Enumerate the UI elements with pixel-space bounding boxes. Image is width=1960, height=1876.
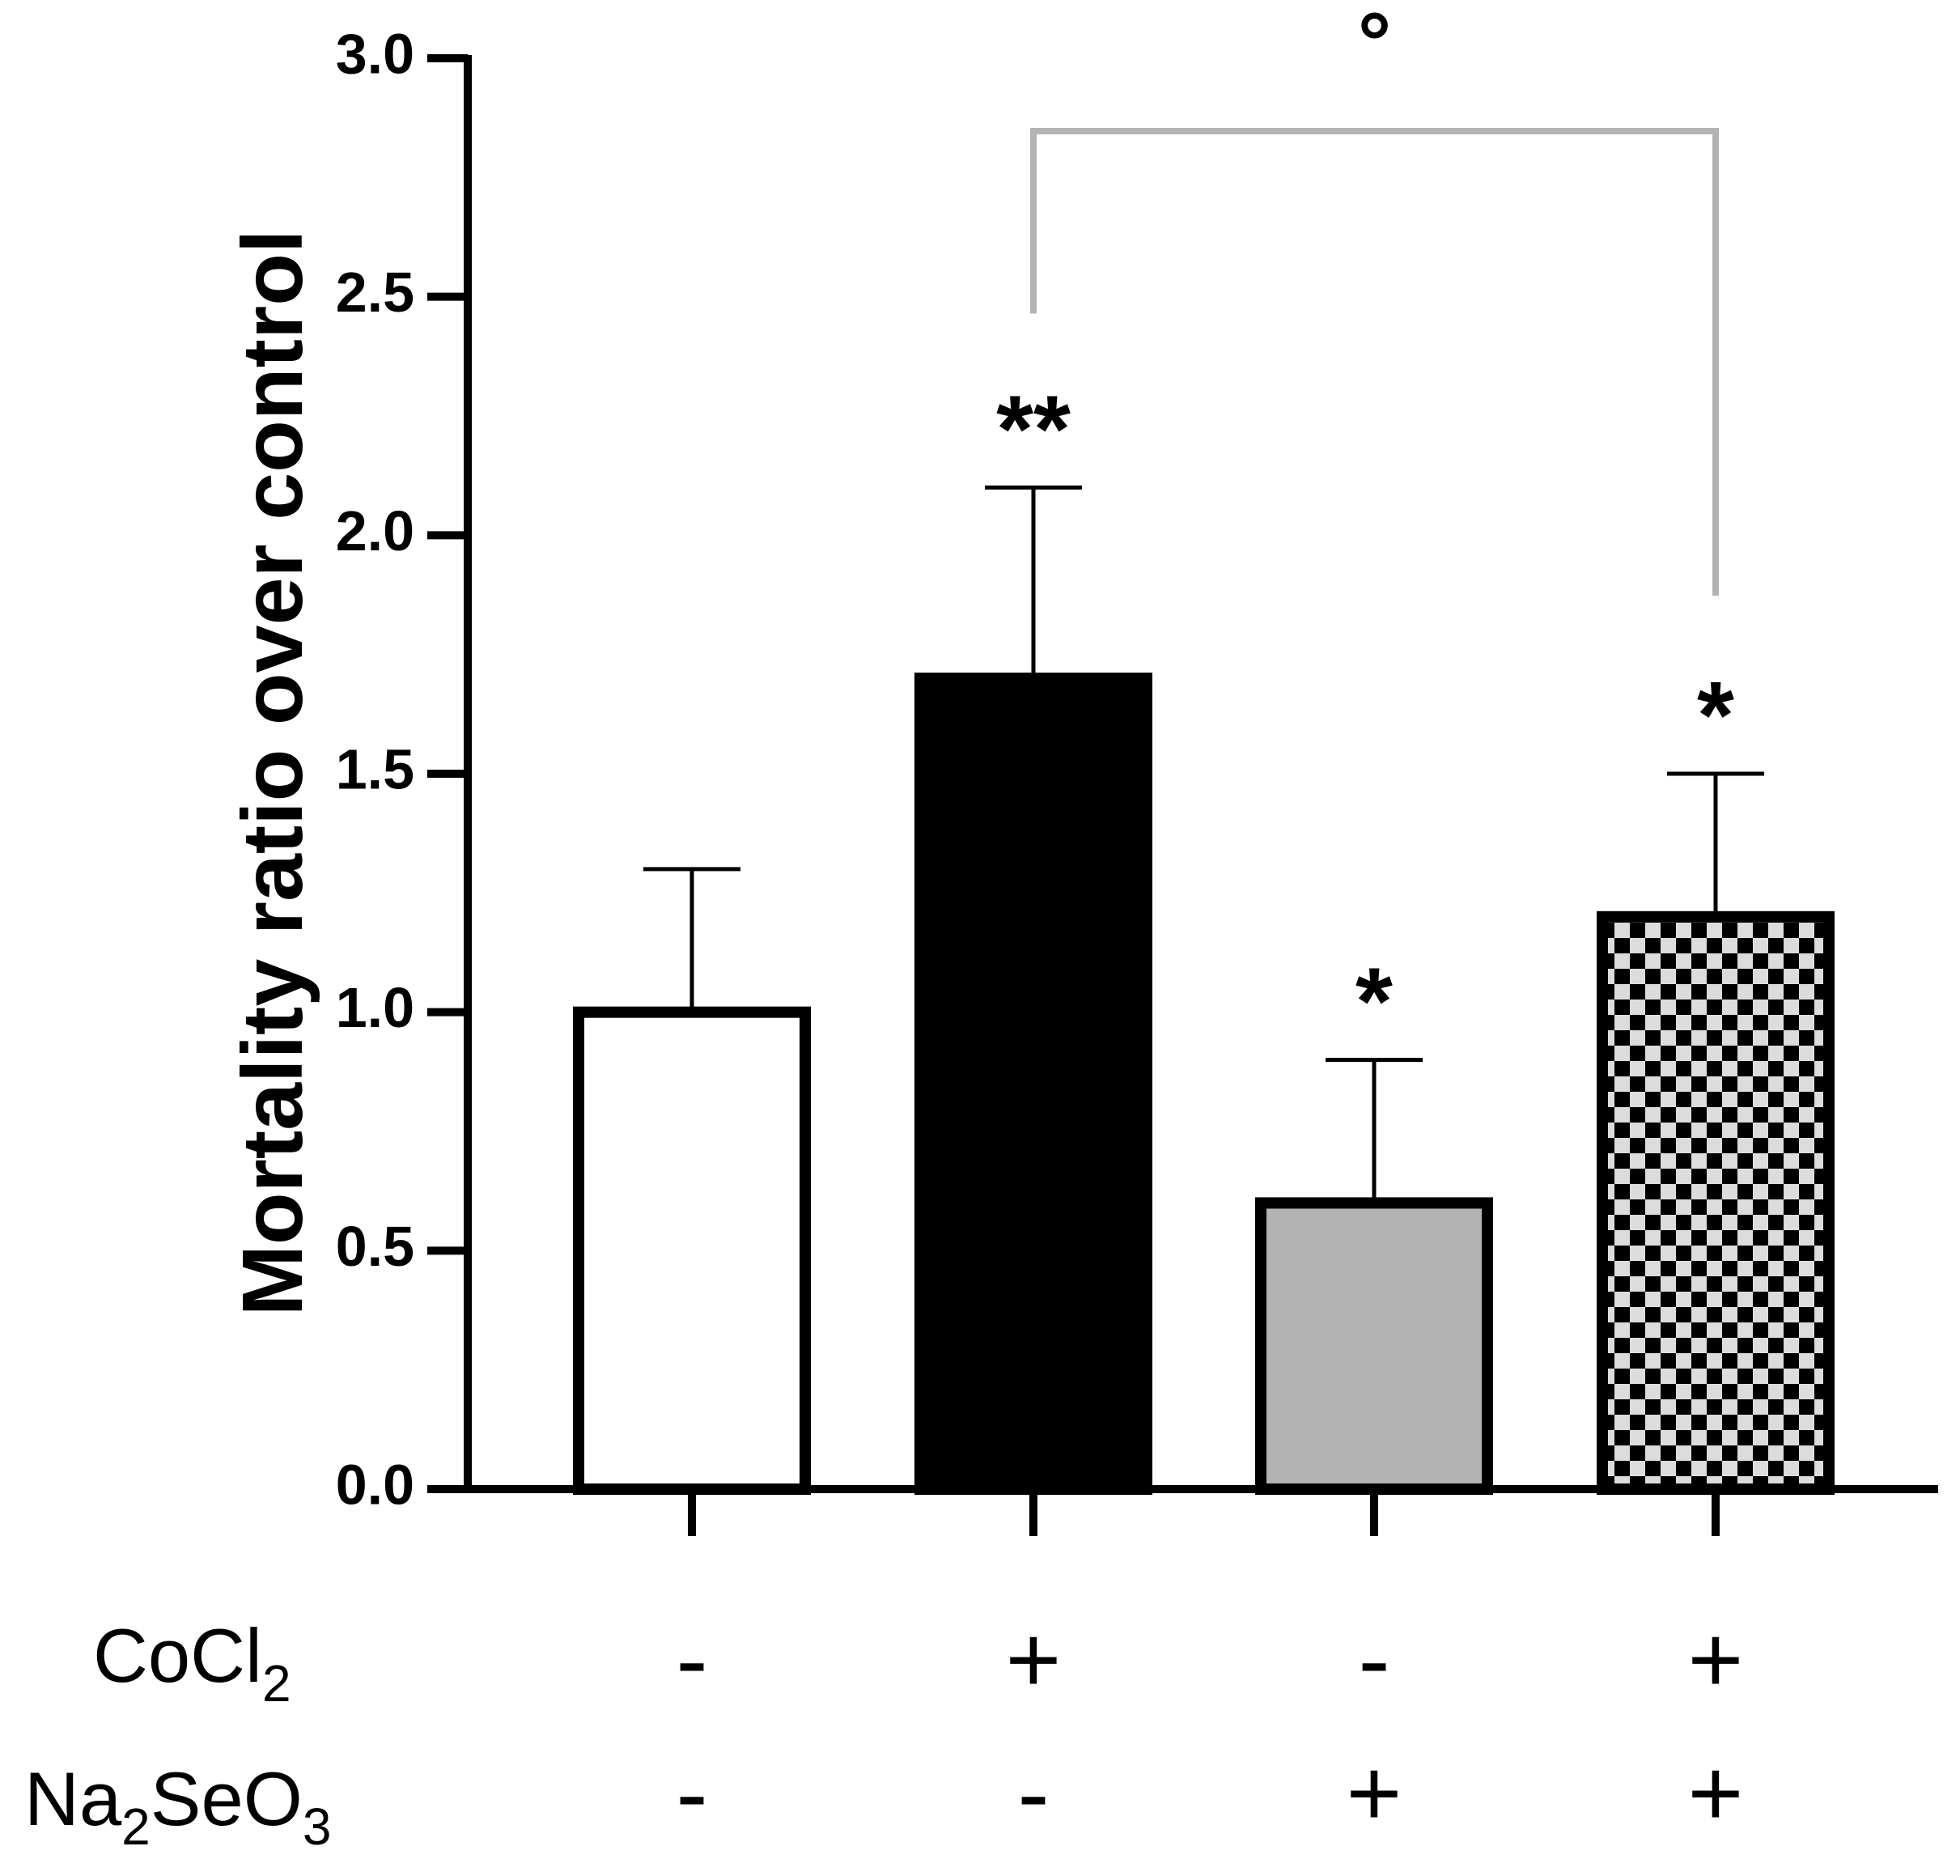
na2seo3-symbol: - (676, 1740, 707, 1847)
row-label-na2seo3: Na2SeO3 (24, 1756, 331, 1856)
na2seo3-symbol: + (1688, 1740, 1744, 1847)
comparison-bracket-line (1030, 128, 1719, 596)
bars-group (573, 673, 1835, 1496)
row-label-cocl2-name: CoCl (93, 1613, 262, 1698)
comparison-symbol: ° (1358, 0, 1392, 90)
cocl2-symbol: - (676, 1606, 707, 1713)
y-axis-title: Mortality ratio over control (225, 230, 320, 1317)
significance-marker: * (1697, 662, 1734, 769)
y-tick-label: 2.5 (336, 261, 414, 324)
row-label-na2seo3-part2: 2 (121, 1797, 151, 1856)
cocl2-symbol: + (1688, 1606, 1744, 1713)
cocl2-symbol: + (1006, 1606, 1062, 1713)
y-tick-label: 1.5 (336, 737, 414, 800)
row-label-na2seo3-part4: 3 (303, 1797, 332, 1856)
y-tick-label: 0.0 (336, 1453, 414, 1516)
bar (914, 673, 1152, 1495)
bar (1255, 1197, 1493, 1496)
comparison-bracket: ° (1030, 0, 1719, 596)
na2seo3-symbol: - (1017, 1740, 1049, 1847)
bar (1597, 910, 1835, 1496)
treatment-symbols-group: - - + - - + + + (676, 1606, 1743, 1847)
y-tick-label: 3.0 (336, 22, 414, 85)
significance-marker: ** (996, 376, 1071, 482)
y-tick-label: 2.0 (336, 499, 414, 562)
na2seo3-symbol: + (1347, 1740, 1402, 1847)
significance-group: **** (996, 376, 1734, 1055)
y-tick-label: 1.0 (336, 976, 414, 1039)
row-label-na2seo3-part3: SeO (151, 1756, 303, 1841)
y-axis: 0.0 0.5 1.0 1.5 2.0 2.5 3.0 (336, 22, 472, 1516)
row-label-cocl2-subscript: 2 (262, 1654, 291, 1713)
significance-marker: * (1355, 949, 1393, 1055)
error-bars-group (643, 485, 1764, 1203)
cocl2-symbol: - (1358, 1606, 1389, 1713)
x-axis (464, 1485, 1938, 1536)
bar (573, 1006, 811, 1495)
row-label-cocl2: CoCl2 (93, 1613, 291, 1713)
row-label-na2seo3-part1: Na (24, 1756, 122, 1841)
y-tick-label: 0.5 (336, 1215, 414, 1278)
